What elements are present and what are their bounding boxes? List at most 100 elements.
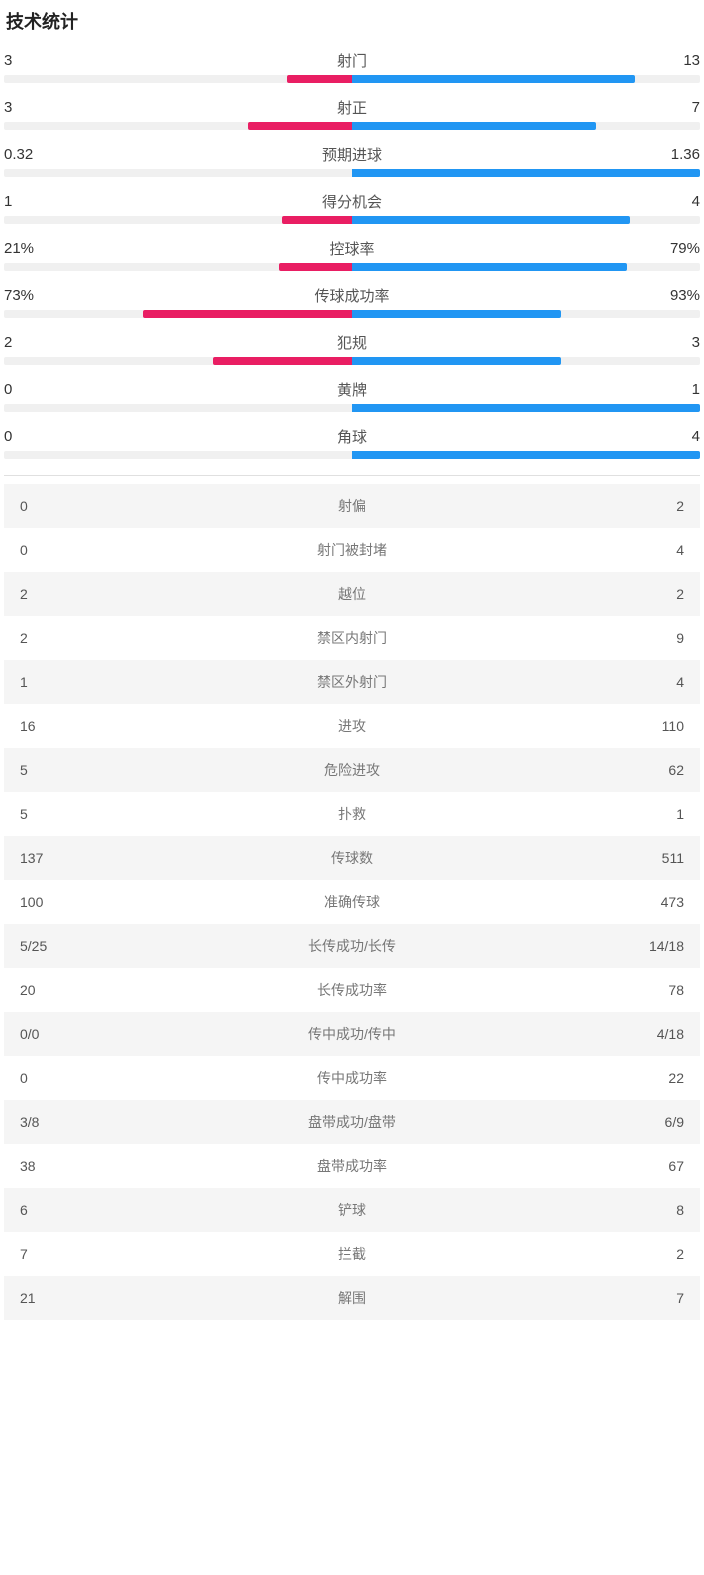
bar-fill-right: [352, 122, 596, 130]
bar-track: [4, 357, 700, 365]
bar-right-half: [352, 263, 700, 271]
table-left-value: 38: [20, 1158, 80, 1174]
stat-label: 射正: [64, 97, 640, 118]
stat-left-value: 0: [4, 428, 64, 445]
table-left-value: 21: [20, 1290, 80, 1306]
table-row: 21解围7: [4, 1276, 700, 1320]
table-row: 137传球数511: [4, 836, 700, 880]
bar-track: [4, 216, 700, 224]
table-stat-label: 长传成功率: [80, 980, 624, 1000]
table-stat-label: 越位: [80, 584, 624, 604]
table-right-value: 9: [624, 630, 684, 646]
bar-stat-item: 2犯规3: [4, 332, 700, 365]
table-left-value: 5: [20, 762, 80, 778]
table-right-value: 62: [624, 762, 684, 778]
section-divider: [4, 475, 700, 476]
bar-stat-item: 0.32预期进球1.36: [4, 144, 700, 177]
table-left-value: 0/0: [20, 1026, 80, 1042]
bar-left-half: [4, 263, 352, 271]
bar-fill-right: [352, 404, 700, 412]
table-right-value: 8: [624, 1202, 684, 1218]
bar-right-half: [352, 122, 700, 130]
bar-stat-values-row: 0.32预期进球1.36: [4, 144, 700, 165]
table-row: 3/8盘带成功/盘带6/9: [4, 1100, 700, 1144]
table-right-value: 22: [624, 1070, 684, 1086]
bar-stat-values-row: 2犯规3: [4, 332, 700, 353]
table-stat-label: 盘带成功/盘带: [80, 1112, 624, 1132]
stat-label: 传球成功率: [64, 285, 640, 306]
bar-left-half: [4, 216, 352, 224]
stat-label: 角球: [64, 426, 640, 447]
bar-fill-left: [282, 216, 352, 224]
table-row: 0/0传中成功/传中4/18: [4, 1012, 700, 1056]
stat-left-value: 21%: [4, 240, 64, 257]
bar-stat-item: 1得分机会4: [4, 191, 700, 224]
bar-fill-right: [352, 357, 561, 365]
table-row: 7拦截2: [4, 1232, 700, 1276]
stat-left-value: 73%: [4, 287, 64, 304]
bar-right-half: [352, 357, 700, 365]
table-right-value: 4: [624, 542, 684, 558]
table-left-value: 20: [20, 982, 80, 998]
stat-left-value: 3: [4, 99, 64, 116]
stats-container: 技术统计 3射门133射正70.32预期进球1.361得分机会421%控球率79…: [0, 0, 704, 1328]
stat-left-value: 3: [4, 52, 64, 69]
table-left-value: 16: [20, 718, 80, 734]
table-stat-label: 传中成功率: [80, 1068, 624, 1088]
bar-stat-values-row: 0黄牌1: [4, 379, 700, 400]
table-right-value: 6/9: [624, 1114, 684, 1130]
bar-stat-item: 21%控球率79%: [4, 238, 700, 271]
stat-right-value: 4: [640, 428, 700, 445]
table-right-value: 1: [624, 806, 684, 822]
bar-right-half: [352, 216, 700, 224]
table-stat-label: 铲球: [80, 1200, 624, 1220]
bar-left-half: [4, 310, 352, 318]
stat-label: 控球率: [64, 238, 640, 259]
bar-stat-values-row: 1得分机会4: [4, 191, 700, 212]
bar-track: [4, 75, 700, 83]
table-left-value: 6: [20, 1202, 80, 1218]
stat-label: 射门: [64, 50, 640, 71]
page-title: 技术统计: [4, 8, 700, 34]
table-row: 0射门被封堵4: [4, 528, 700, 572]
bar-track: [4, 404, 700, 412]
table-left-value: 0: [20, 498, 80, 514]
table-row: 100准确传球473: [4, 880, 700, 924]
bar-stat-values-row: 0角球4: [4, 426, 700, 447]
table-stat-label: 射门被封堵: [80, 540, 624, 560]
table-left-value: 2: [20, 586, 80, 602]
bar-track: [4, 263, 700, 271]
stat-right-value: 3: [640, 334, 700, 351]
table-row: 5扑救1: [4, 792, 700, 836]
table-row: 5/25长传成功/长传14/18: [4, 924, 700, 968]
table-stat-label: 传中成功/传中: [80, 1024, 624, 1044]
table-stat-label: 进攻: [80, 716, 624, 736]
bar-stat-item: 0角球4: [4, 426, 700, 459]
bar-stat-item: 3射正7: [4, 97, 700, 130]
table-row: 20长传成功率78: [4, 968, 700, 1012]
bar-right-half: [352, 169, 700, 177]
stat-right-value: 1: [640, 381, 700, 398]
bar-left-half: [4, 404, 352, 412]
table-row: 6铲球8: [4, 1188, 700, 1232]
bar-stat-values-row: 21%控球率79%: [4, 238, 700, 259]
bar-stat-values-row: 73%传球成功率93%: [4, 285, 700, 306]
table-left-value: 5/25: [20, 938, 80, 954]
table-stat-label: 扑救: [80, 804, 624, 824]
table-stat-label: 危险进攻: [80, 760, 624, 780]
table-right-value: 4/18: [624, 1026, 684, 1042]
bar-fill-left: [143, 310, 352, 318]
table-stat-label: 拦截: [80, 1244, 624, 1264]
bar-track: [4, 451, 700, 459]
stat-right-value: 1.36: [640, 146, 700, 163]
bar-stat-item: 3射门13: [4, 50, 700, 83]
table-row: 2越位2: [4, 572, 700, 616]
stat-right-value: 7: [640, 99, 700, 116]
bar-fill-right: [352, 263, 627, 271]
stat-left-value: 1: [4, 193, 64, 210]
table-stat-label: 射偏: [80, 496, 624, 516]
table-right-value: 7: [624, 1290, 684, 1306]
bar-track: [4, 122, 700, 130]
table-right-value: 511: [624, 850, 684, 866]
table-left-value: 2: [20, 630, 80, 646]
